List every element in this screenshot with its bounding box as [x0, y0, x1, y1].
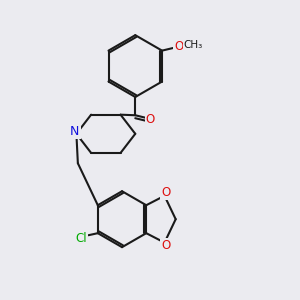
Text: O: O [174, 40, 184, 53]
Text: O: O [161, 239, 171, 252]
Text: O: O [161, 186, 171, 199]
Text: Cl: Cl [75, 232, 87, 245]
Text: N: N [70, 125, 80, 138]
Text: O: O [146, 112, 155, 126]
Text: CH₃: CH₃ [184, 40, 203, 50]
